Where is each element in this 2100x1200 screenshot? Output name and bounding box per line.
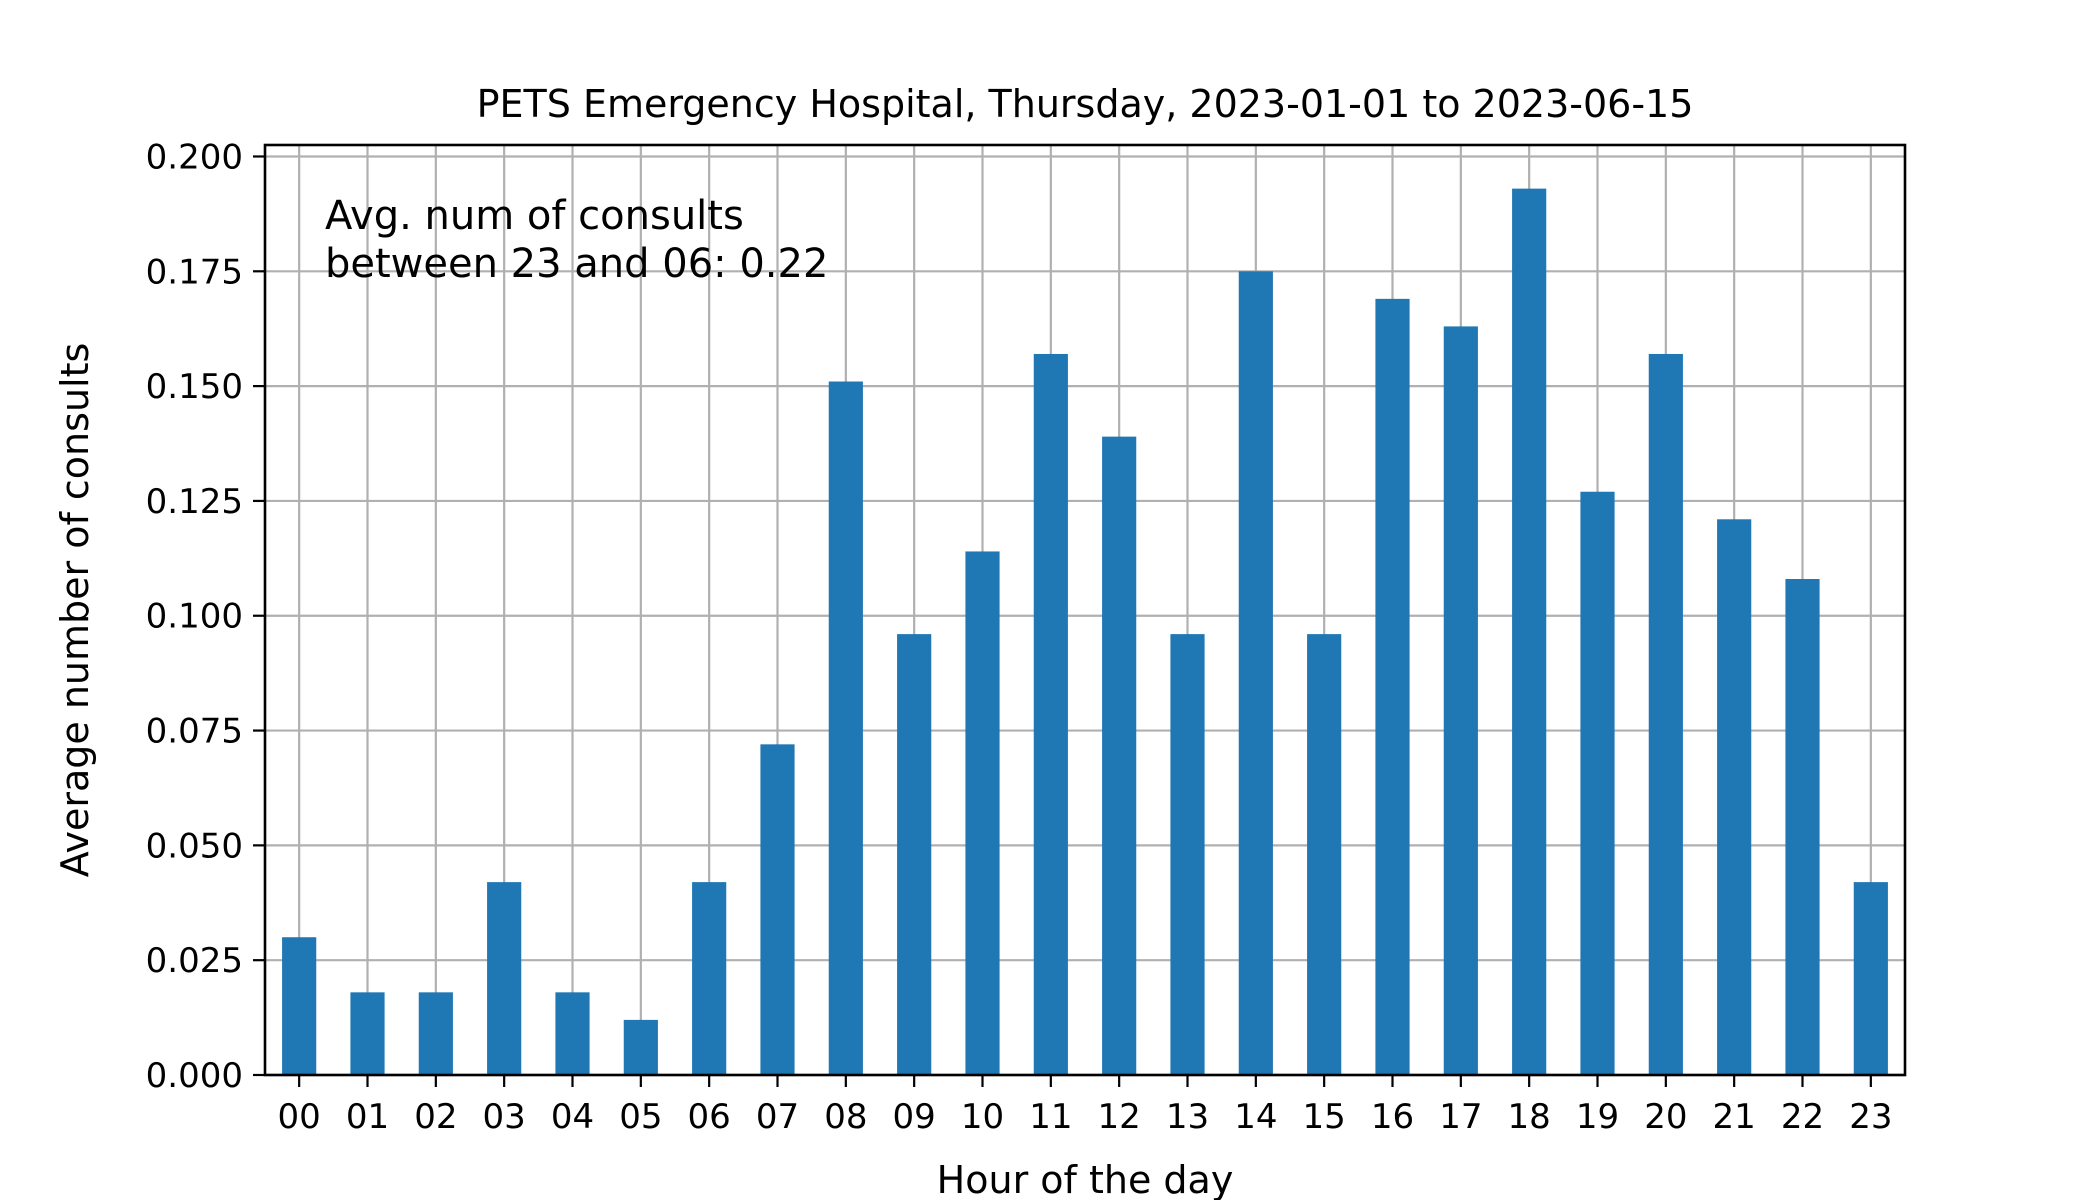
x-tick-label: 06 (688, 1097, 731, 1137)
x-axis-label: Hour of the day (937, 1158, 1234, 1200)
bar-hour-03 (487, 882, 522, 1075)
x-tick-label: 07 (756, 1097, 799, 1137)
bar-hour-14 (1238, 271, 1273, 1076)
y-tick-label: 0.175 (146, 252, 243, 292)
x-tick-label: 04 (551, 1097, 594, 1137)
x-tick-label: 01 (346, 1097, 389, 1137)
y-tick-label: 0.025 (146, 941, 243, 981)
x-tick-label: 12 (1098, 1097, 1141, 1137)
bar-hour-04 (555, 992, 590, 1075)
bar-hour-08 (828, 381, 863, 1075)
x-tick-label: 15 (1303, 1097, 1346, 1137)
bar-hour-18 (1512, 188, 1547, 1075)
x-tick-label: 17 (1439, 1097, 1482, 1137)
x-tick-label: 20 (1644, 1097, 1687, 1137)
annotation-line-1: Avg. num of consults (325, 193, 744, 239)
bar-hour-10 (965, 551, 1000, 1075)
y-tick-label: 0.125 (146, 482, 243, 522)
x-tick-label: 00 (278, 1097, 321, 1137)
x-axis: 00 01 02 03 04 05 06 07 08 09 10 11 12 13 14 15 16 17 18 19… (278, 1075, 1892, 1137)
bar-hour-13 (1170, 634, 1205, 1075)
x-tick-label: 10 (961, 1097, 1004, 1137)
y-axis: 0.000 0.025 0.050 0.075 0.100 0.125 0.150 0.175… (146, 137, 265, 1096)
y-axis-label: Average number of consults (53, 343, 97, 878)
x-tick-label: 11 (1029, 1097, 1072, 1137)
x-tick-label: 22 (1781, 1097, 1824, 1137)
bar-hour-06 (692, 882, 727, 1075)
x-tick-label: 23 (1849, 1097, 1892, 1137)
y-tick-label: 0.200 (146, 137, 243, 177)
bar-hour-19 (1580, 491, 1615, 1076)
bar-hour-12 (1102, 436, 1137, 1075)
x-tick-label: 02 (414, 1097, 457, 1137)
bar-hour-16 (1375, 298, 1410, 1076)
bar-hour-02 (418, 992, 453, 1075)
bar-hour-17 (1443, 326, 1478, 1075)
x-tick-label: 19 (1576, 1097, 1619, 1137)
bar-hour-15 (1307, 634, 1342, 1075)
bar-hour-22 (1785, 579, 1820, 1075)
x-tick-label: 13 (1166, 1097, 1209, 1137)
y-tick-label: 0.100 (146, 597, 243, 637)
bar-hour-21 (1717, 519, 1752, 1075)
x-tick-label: 16 (1371, 1097, 1414, 1137)
bar-hour-01 (350, 992, 385, 1075)
bar-hour-07 (760, 744, 795, 1075)
plot-frame (263, 143, 1907, 1077)
chart-title: PETS Emergency Hospital, Thursday, 2023-… (477, 82, 1694, 126)
annotation-line-2: between 23 and 06: 0.22 (325, 241, 828, 287)
y-tick-label: 0.050 (146, 826, 243, 866)
bar-hour-00 (282, 937, 317, 1075)
x-tick-label: 08 (824, 1097, 867, 1137)
x-tick-label: 14 (1234, 1097, 1277, 1137)
bar-hour-09 (897, 634, 932, 1075)
x-tick-label: 18 (1508, 1097, 1551, 1137)
bar-hour-20 (1648, 353, 1683, 1075)
bar-hour-23 (1853, 882, 1888, 1075)
y-tick-label: 0.150 (146, 367, 243, 407)
y-tick-label: 0.000 (146, 1056, 243, 1096)
x-tick-label: 09 (893, 1097, 936, 1137)
x-tick-label: 03 (483, 1097, 526, 1137)
bars (282, 188, 1888, 1076)
x-tick-label: 21 (1713, 1097, 1756, 1137)
bar-hour-11 (1033, 353, 1068, 1075)
bar-hour-05 (623, 1019, 658, 1075)
x-tick-label: 05 (619, 1097, 662, 1137)
y-tick-label: 0.075 (146, 712, 243, 752)
